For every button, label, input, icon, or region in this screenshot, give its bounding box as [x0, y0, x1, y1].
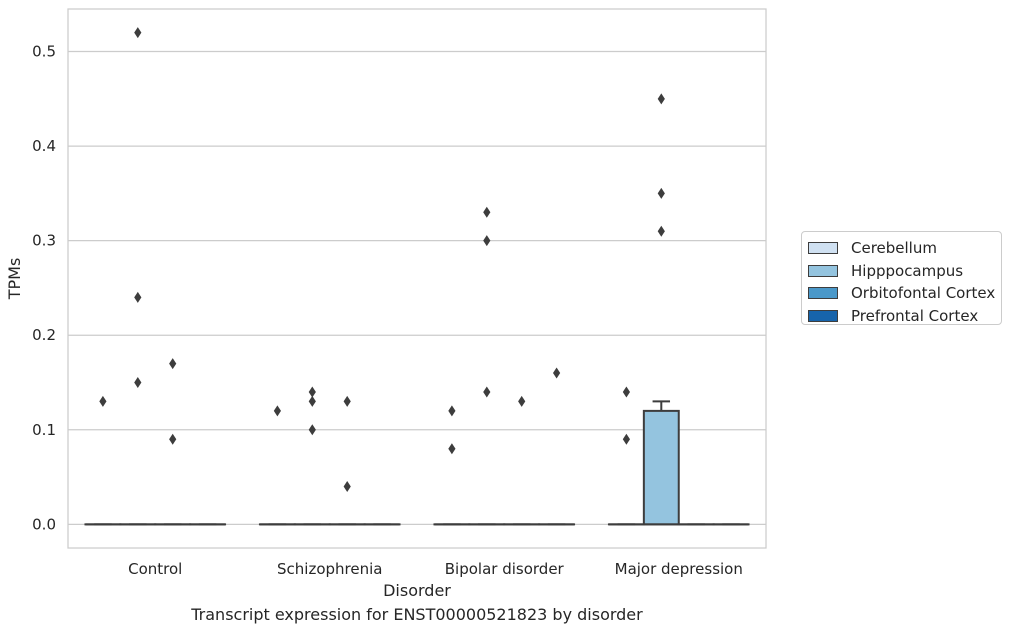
outlier-point: [308, 395, 316, 407]
outlier-point: [343, 395, 351, 407]
outlier-point: [657, 93, 665, 105]
outlier-point: [657, 225, 665, 237]
outlier-point: [169, 358, 177, 370]
legend-item: Hipppocampus: [808, 260, 1001, 283]
legend-label: Prefrontal Cortex: [851, 306, 979, 325]
plot-frame: [67, 8, 767, 549]
legend: Cerebellum Hipppocampus Orbitofontal Corte…: [801, 231, 1002, 325]
outlier-point: [483, 206, 491, 218]
y-axis-label: TPMs: [5, 258, 24, 301]
legend-item: Prefrontal Cortex: [808, 305, 1001, 328]
y-tick-label: 0.1: [32, 421, 56, 439]
outlier-point: [134, 291, 142, 303]
outlier-point: [553, 367, 561, 379]
y-tick-label: 0.0: [32, 515, 56, 533]
outliers: [99, 27, 665, 493]
outlier-point: [448, 443, 456, 455]
outlier-point: [308, 424, 316, 436]
y-tick-labels: 0.0 0.1 0.2 0.3 0.4 0.5: [32, 43, 56, 534]
legend-label: Hipppocampus: [851, 261, 964, 280]
y-tick-label: 0.4: [32, 137, 56, 155]
outlier-point: [518, 395, 526, 407]
outlier-point: [308, 386, 316, 398]
legend-swatch: [808, 309, 838, 322]
x-tick-label: Major depression: [615, 560, 743, 578]
outlier-point: [134, 377, 142, 389]
outlier-point: [273, 405, 281, 417]
legend-swatch: [808, 287, 838, 300]
outlier-point: [343, 481, 351, 493]
x-tick-label: Schizophrenia: [277, 560, 382, 578]
legend-swatch: [808, 242, 838, 255]
outlier-point: [657, 187, 665, 199]
x-tick-labels: Control Schizophrenia Bipolar disorder Majo…: [128, 560, 743, 578]
outlier-point: [134, 27, 142, 39]
legend-item: Orbitofontal Cortex: [808, 282, 1001, 305]
figure-caption: Transcript expression for ENST0000052182…: [191, 605, 643, 624]
y-tick-label: 0.3: [32, 232, 56, 250]
outlier-point: [622, 386, 630, 398]
outlier-point: [483, 386, 491, 398]
box: [642, 409, 680, 526]
x-tick-label: Control: [128, 560, 182, 578]
y-tick-label: 0.5: [32, 43, 56, 61]
legend-item: Cerebellum: [808, 237, 1001, 260]
outlier-point: [169, 433, 177, 445]
legend-swatch: [808, 264, 838, 277]
x-axis-label: Disorder: [383, 581, 451, 600]
outlier-point: [99, 395, 107, 407]
y-tick-label: 0.2: [32, 326, 56, 344]
boxes: [84, 400, 750, 526]
legend-label: Orbitofontal Cortex: [851, 284, 996, 303]
outlier-point: [448, 405, 456, 417]
outlier-point: [622, 433, 630, 445]
outlier-point: [483, 235, 491, 247]
legend-label: Cerebellum: [851, 239, 937, 258]
x-tick-label: Bipolar disorder: [445, 560, 565, 578]
